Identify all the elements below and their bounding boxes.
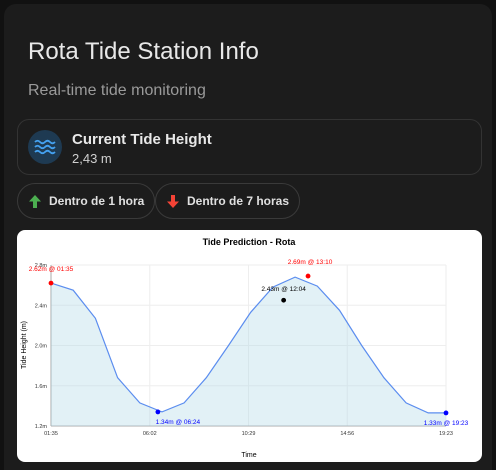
annotation-label: 1.34m @ 06:24: [156, 419, 201, 426]
annotation-point: [305, 273, 311, 279]
chip-label: Dentro de 1 hora: [49, 194, 145, 208]
y-tick-label: 1.6m: [35, 384, 48, 390]
annotation-point: [155, 409, 161, 415]
chip-within-1-hour[interactable]: Dentro de 1 hora: [17, 183, 156, 219]
tile-icon-container: [28, 130, 62, 164]
tile-name: Current Tide Height: [72, 131, 212, 148]
tide-area-fill: [51, 277, 446, 426]
chart-title: Tide Prediction - Rota: [203, 237, 297, 247]
arrow-up-icon: [29, 194, 41, 208]
chart-xlabel: Time: [241, 452, 256, 459]
chart-ylabel: Tide Height (m): [21, 321, 28, 369]
tide-line: [50, 276, 446, 414]
annotation-label: 1.33m @ 19:23: [424, 420, 469, 427]
y-tick-label: 2.4m: [35, 303, 48, 309]
x-tick-label: 19:23: [439, 431, 453, 437]
page-title: Rota Tide Station Info: [28, 38, 259, 65]
chip-label: Dentro de 7 horas: [187, 194, 290, 208]
y-tick-label: 1.2m: [35, 424, 48, 430]
annotation-point: [48, 280, 54, 286]
annotation-point: [443, 410, 449, 416]
chip-within-7-hours[interactable]: Dentro de 7 horas: [155, 183, 301, 219]
y-tick-label: 2.8m: [35, 263, 48, 269]
arrow-down-icon: [167, 194, 179, 208]
tide-chart: Tide Prediction - Rota Time Tide Height …: [21, 237, 469, 459]
x-tick-label: 14:56: [340, 431, 354, 437]
tide-chart-card: Tide Prediction - Rota Time Tide Height …: [17, 230, 482, 462]
page-subtitle: Real-time tide monitoring: [28, 82, 206, 99]
tile-state: 2,43 m: [72, 151, 112, 166]
waves-icon: [34, 139, 56, 155]
annotation-label: 2.43m @ 12:04: [261, 286, 306, 293]
x-tick-label: 01:35: [44, 431, 58, 437]
x-tick-label: 10:29: [242, 431, 256, 437]
annotation-label: 2.62m @ 01:35: [29, 266, 74, 273]
annotation-point: [281, 297, 287, 303]
x-tick-label: 06:02: [143, 431, 157, 437]
current-tide-tile[interactable]: Current Tide Height 2,43 m: [17, 119, 482, 175]
annotation-label: 2.69m @ 13:10: [288, 259, 333, 266]
y-tick-label: 2.0m: [35, 344, 48, 350]
